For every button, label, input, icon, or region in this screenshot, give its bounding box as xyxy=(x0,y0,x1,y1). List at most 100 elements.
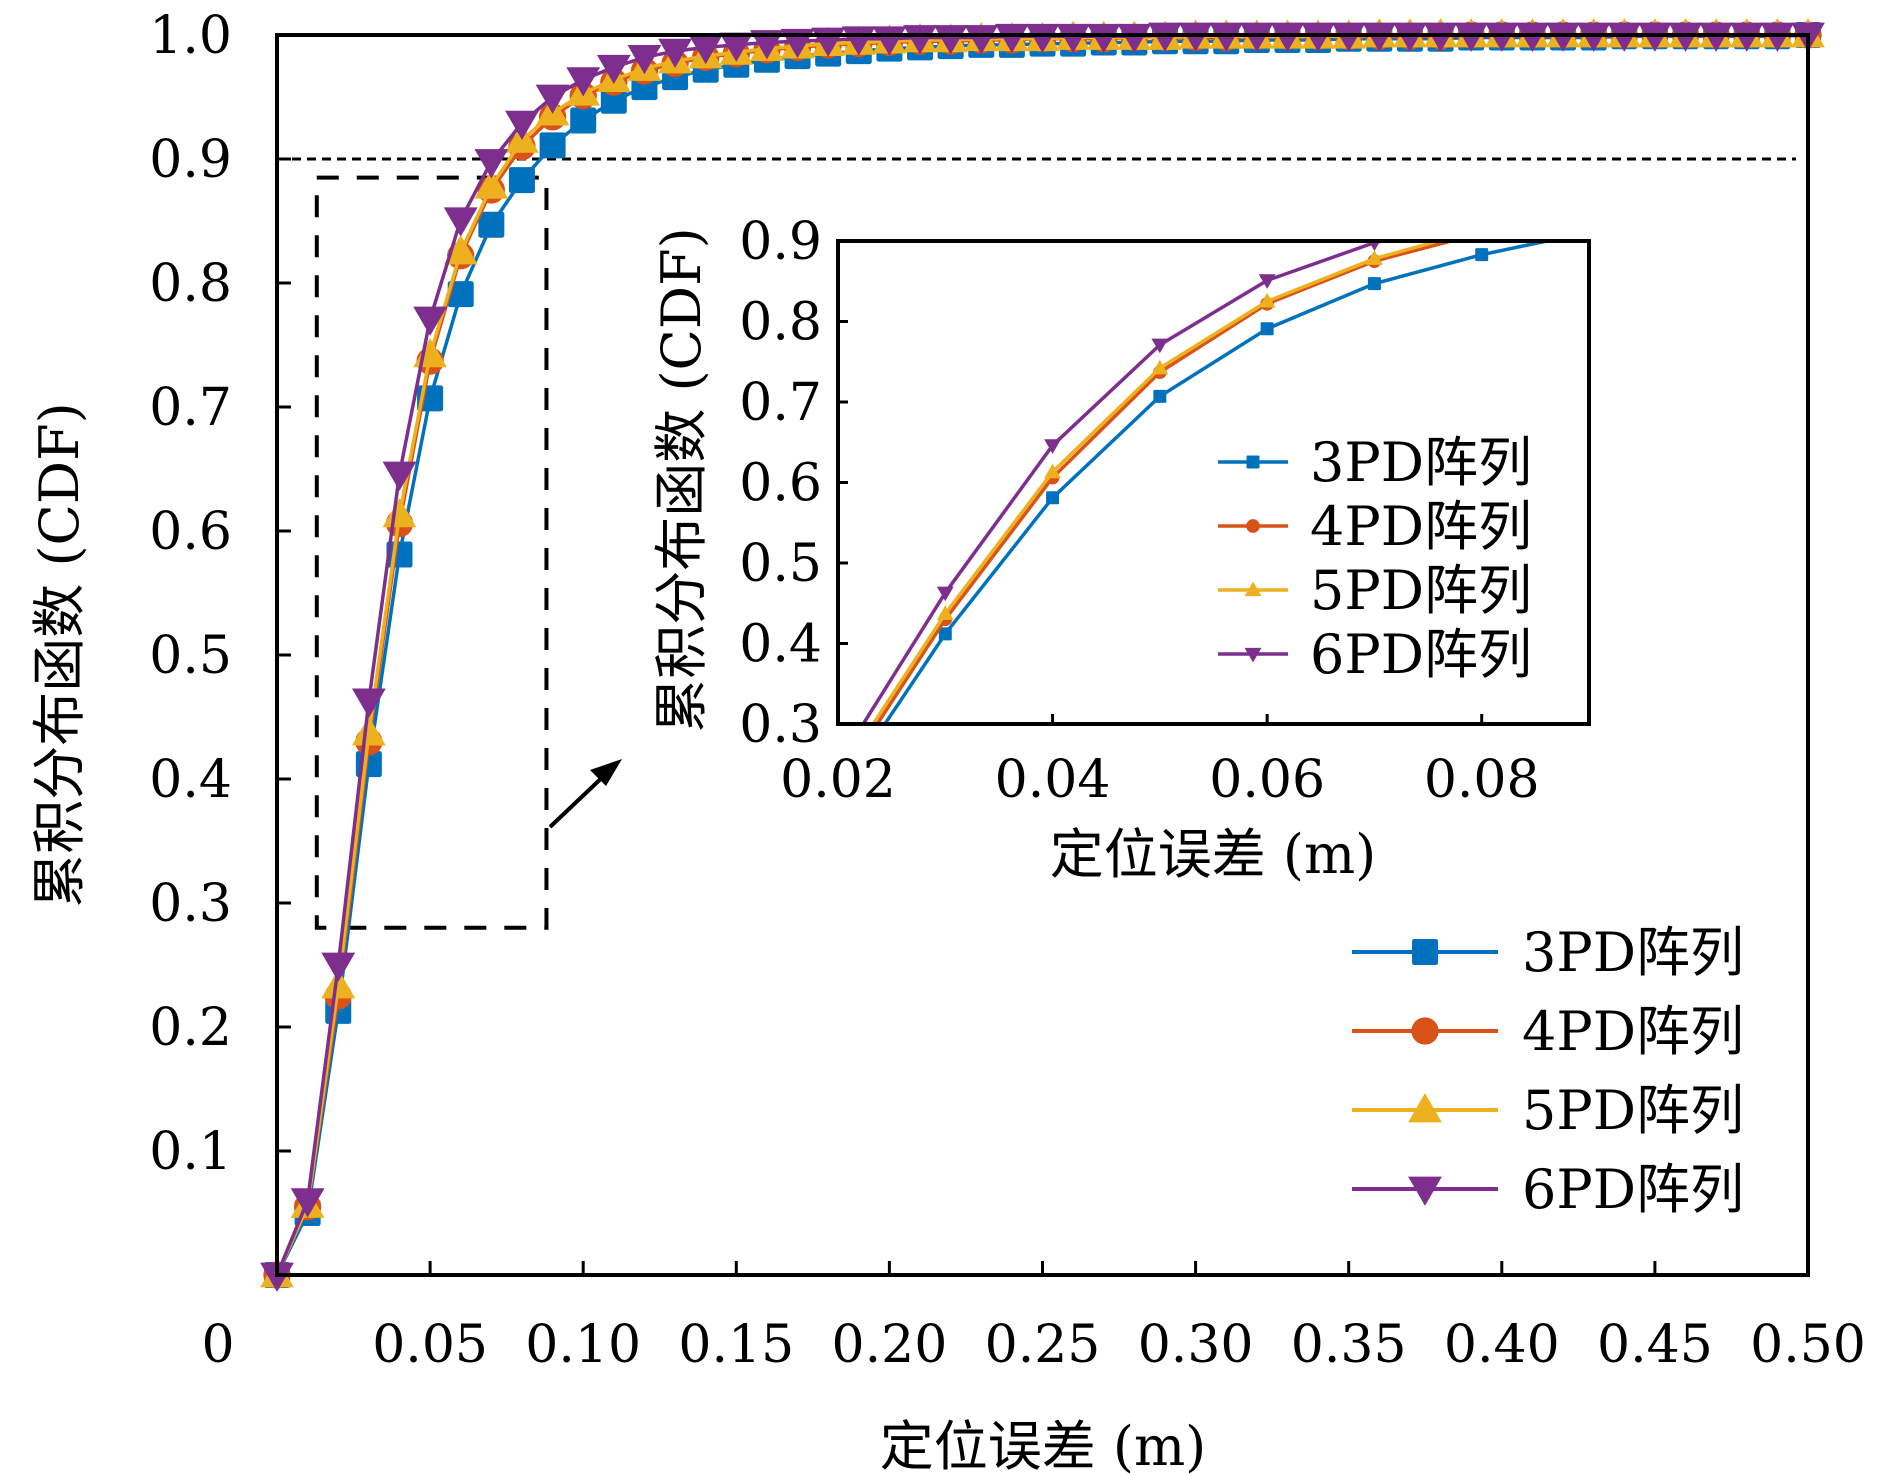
x-tick-label: 0.35 xyxy=(1291,1315,1407,1375)
x-tick-label: 0.30 xyxy=(1138,1315,1254,1375)
data-point xyxy=(474,169,509,199)
inset-data-point xyxy=(1044,463,1062,479)
data-point xyxy=(413,306,447,336)
data-point xyxy=(505,110,539,140)
zoom-region-box xyxy=(314,175,549,930)
x-tick-label: 0.10 xyxy=(525,1315,641,1375)
data-point xyxy=(443,235,478,265)
inset-data-point xyxy=(1367,277,1381,291)
zoom-arrow xyxy=(548,759,622,829)
y-tick-label: 0.6 xyxy=(149,502,232,562)
data-point xyxy=(260,1262,294,1292)
y-tick-label: 0.9 xyxy=(149,130,232,190)
inset-legend-label: 5PD阵列 xyxy=(1310,559,1532,622)
main-plot: 0 0.05 0.10 0.15 0.20 0.25 0.30 0.35 0.40 0.45 0.5… xyxy=(28,6,1866,1475)
inset-y-tick-label: 0.3 xyxy=(739,695,822,755)
data-point xyxy=(1484,22,1519,52)
data-point xyxy=(1546,22,1580,52)
legend-label: 5PD阵列 xyxy=(1522,1079,1744,1142)
data-point xyxy=(570,107,597,134)
x-tick-label: 0.05 xyxy=(372,1315,488,1375)
data-point xyxy=(1638,22,1672,52)
legend-marker-icon xyxy=(1408,1176,1442,1206)
inset-data-point xyxy=(1258,274,1276,289)
y-tick-labels: 0.1 0.2 0.3 0.4 0.5 0.6 0.7 0.8 0.9 1.0 xyxy=(149,6,232,1182)
data-point xyxy=(321,952,356,982)
data-point xyxy=(994,23,1029,54)
x-tick-labels: 0 0.05 0.10 0.15 0.20 0.25 0.30 0.35 0.40 0.45 0.5… xyxy=(201,1315,1865,1375)
x-tick-label: 0 xyxy=(201,1315,234,1375)
y-tick-label: 1.0 xyxy=(149,6,232,66)
inset-plot: 0.02 0.04 0.06 0.08 0.3 0.4 0.5 0.6 0.7 0.8 0.9 定… xyxy=(650,212,1591,886)
inset-series-group xyxy=(861,241,1556,724)
inset-data-point xyxy=(1260,322,1274,336)
legend-entry: 3PD阵列 xyxy=(1352,921,1744,984)
inset-x-tick-label: 0.04 xyxy=(995,750,1111,810)
inset-y-tick-labels: 0.3 0.4 0.5 0.6 0.7 0.8 0.9 xyxy=(739,212,822,755)
inset-y-tick-label: 0.5 xyxy=(739,534,822,594)
inset-background xyxy=(838,241,1589,724)
data-point xyxy=(1729,22,1764,52)
inset-legend-label: 3PD阵列 xyxy=(1310,431,1532,494)
data-point xyxy=(1209,22,1244,52)
data-point xyxy=(566,67,601,97)
inset-legend-label: 4PD阵列 xyxy=(1310,495,1532,558)
data-point xyxy=(1301,22,1335,52)
inset-y-tick-label: 0.9 xyxy=(739,212,822,272)
legend-label: 4PD阵列 xyxy=(1522,1000,1744,1063)
y-tick-label: 0.5 xyxy=(149,626,232,686)
inset-legend-entry: 5PD阵列 xyxy=(1218,559,1532,622)
y-axis-label: 累积分布函数 (CDF) xyxy=(28,402,91,907)
inset-data-point xyxy=(1044,439,1062,454)
data-point xyxy=(1148,22,1182,52)
data-point xyxy=(1086,23,1121,54)
data-point xyxy=(596,54,631,85)
data-point xyxy=(1056,23,1091,54)
inset-y-axis-label: 累积分布函数 (CDF) xyxy=(650,227,713,732)
x-tick-label: 0.20 xyxy=(832,1315,948,1375)
data-point xyxy=(1515,22,1550,52)
x-tick-label: 0.40 xyxy=(1444,1315,1560,1375)
inset-data-point xyxy=(1153,389,1167,403)
y-tick-label: 0.7 xyxy=(149,378,232,438)
data-point xyxy=(1362,22,1397,52)
x-tick-label: 0.50 xyxy=(1750,1315,1866,1375)
data-point xyxy=(443,207,478,237)
inset-data-point xyxy=(1151,359,1169,375)
data-point xyxy=(1117,23,1152,54)
data-point xyxy=(688,35,723,65)
data-point xyxy=(903,25,937,55)
data-point xyxy=(508,167,535,194)
data-point xyxy=(1454,22,1489,52)
data-point xyxy=(933,25,968,55)
y-tick-label: 0.3 xyxy=(149,874,232,934)
inset-legend-marker-icon xyxy=(1244,581,1262,597)
legend-marker-icon xyxy=(1408,1093,1442,1123)
y-tick-label: 0.2 xyxy=(149,998,232,1058)
data-point xyxy=(627,44,662,75)
y-tick-label: 0.1 xyxy=(149,1122,232,1182)
data-point xyxy=(535,84,570,114)
inset-legend-marker-icon xyxy=(1244,647,1262,663)
data-point xyxy=(1699,22,1734,52)
x-tick-label: 0.25 xyxy=(985,1315,1101,1375)
data-point xyxy=(1423,22,1458,52)
inset-data-point xyxy=(1151,338,1169,354)
data-point xyxy=(351,688,386,718)
inset-series-3pd xyxy=(882,241,1556,724)
data-point xyxy=(1270,22,1305,52)
x-tick-label: 0.15 xyxy=(678,1315,794,1375)
legend-label: 6PD阵列 xyxy=(1522,1158,1744,1221)
inset-data-point xyxy=(936,586,954,602)
legend-entry: 4PD阵列 xyxy=(1352,1000,1744,1063)
inset-x-axis-label: 定位误差 (m) xyxy=(1050,823,1377,886)
data-point xyxy=(351,716,386,746)
data-point xyxy=(1607,22,1642,52)
data-point xyxy=(600,87,627,114)
inset-x-tick-label: 0.06 xyxy=(1209,750,1325,810)
x-axis-label: 定位误差 (m) xyxy=(880,1415,1207,1475)
legend-marker-icon xyxy=(1412,939,1438,965)
data-point xyxy=(447,281,474,308)
